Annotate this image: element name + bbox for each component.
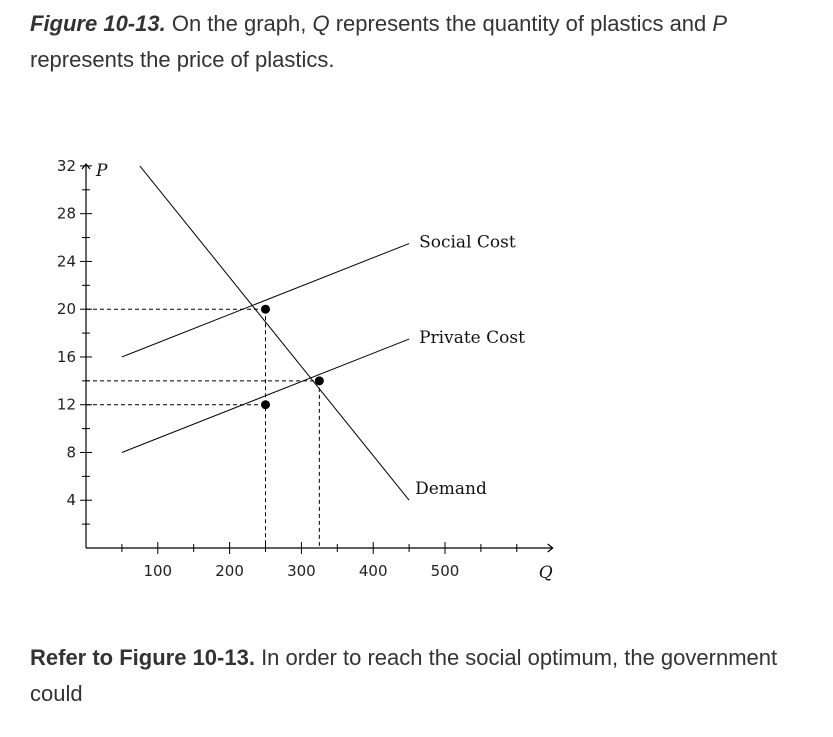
intersection-point-2 <box>314 376 324 386</box>
figure-caption: Figure 10-13. On the graph, Q represents… <box>30 6 810 78</box>
caption-text-2: represents the quantity of plastics and <box>329 11 713 36</box>
intersection-point-1 <box>261 304 270 314</box>
social-cost-line <box>121 243 410 358</box>
x-axis-arrow <box>547 543 554 553</box>
y-tick-label-28: 28 <box>57 205 76 223</box>
x-tick-label-400: 400 <box>359 562 388 580</box>
y-tick-label-12: 12 <box>57 396 76 414</box>
question-text: Refer to Figure 10-13. In order to reach… <box>30 640 810 712</box>
y-tick-label-24: 24 <box>57 252 76 270</box>
question-ref: Refer to Figure 10-13. <box>30 645 255 670</box>
x-tick-label-300: 300 <box>287 562 316 580</box>
caption-q-var: Q <box>312 11 330 36</box>
y-tick-label-20: 20 <box>57 300 76 318</box>
y-axis-arrow <box>81 163 91 170</box>
caption-p-var: P <box>712 11 728 36</box>
social-cost-label: Social Cost <box>419 233 516 253</box>
y-tick-label-16: 16 <box>57 348 76 366</box>
intersection-point-3 <box>261 400 270 410</box>
demand-label: Demand <box>415 479 487 499</box>
y-tick-label-8: 8 <box>66 443 76 461</box>
demand-line <box>139 165 410 501</box>
caption-text-1: On the graph, <box>165 11 313 36</box>
private-cost-line <box>121 338 410 453</box>
private-cost-label: Private Cost <box>419 328 525 348</box>
figure-label: Figure 10-13. <box>30 11 166 36</box>
caption-text-3: represents the price of plastics. <box>30 47 335 72</box>
y-tick-label-32: 32 <box>57 157 76 175</box>
x-axis-label: Q <box>539 563 553 583</box>
question-body: In order to reach the social optimum, th… <box>30 645 778 706</box>
x-tick-label-100: 100 <box>143 562 172 580</box>
y-tick-label-4: 4 <box>66 491 76 509</box>
y-axis-label: P <box>95 161 108 181</box>
x-tick-label-200: 200 <box>215 562 244 580</box>
x-tick-label-500: 500 <box>431 562 460 580</box>
